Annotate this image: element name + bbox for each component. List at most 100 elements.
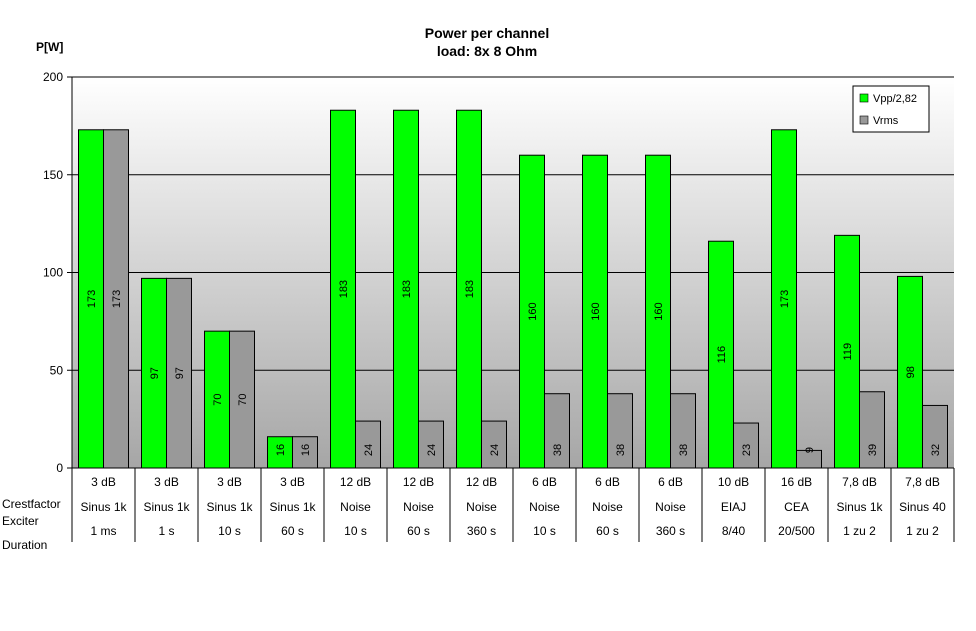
category-crestfactor: 7,8 dB	[905, 475, 940, 489]
category-crestfactor: 6 dB	[532, 475, 557, 489]
data-label-vpp: 70	[212, 393, 224, 405]
data-label-vrms: 9	[804, 447, 816, 453]
bar-vrms	[292, 436, 318, 469]
category-duration: 10 s	[533, 524, 556, 538]
data-label-vrms: 32	[930, 444, 942, 456]
category-duration: 1 s	[158, 524, 174, 538]
bar-vpp	[771, 129, 797, 469]
chart-title-line2: load: 8x 8 Ohm	[437, 43, 537, 59]
category-duration: 1 ms	[90, 524, 116, 538]
bar-vpp	[204, 330, 230, 469]
data-label-vrms: 24	[426, 444, 438, 456]
category-duration: 60 s	[596, 524, 619, 538]
data-label-vpp: 98	[905, 366, 917, 378]
legend-swatch-vrms	[859, 115, 869, 125]
category-exciter: CEA	[784, 500, 809, 514]
category-crestfactor: 7,8 dB	[842, 475, 877, 489]
category-crestfactor: 12 dB	[340, 475, 371, 489]
category-crestfactor: 16 dB	[781, 475, 812, 489]
category-crestfactor: 3 dB	[91, 475, 116, 489]
category-duration: 10 s	[218, 524, 241, 538]
category-table: 3 dB Sinus 1k 1 ms 3 dB Sinus 1k 1 s 3 dB Sinus…	[2, 467, 955, 552]
category-exciter: Sinus 1k	[143, 500, 190, 514]
category-exciter: EIAJ	[721, 500, 746, 514]
category-exciter: Noise	[466, 500, 497, 514]
category-exciter: Noise	[655, 500, 686, 514]
data-label-vpp: 97	[149, 367, 161, 379]
bar-vpp	[456, 109, 482, 469]
data-label-vrms: 173	[111, 290, 123, 308]
data-label-vrms: 97	[174, 367, 186, 379]
bar-vpp	[708, 240, 734, 469]
category-exciter: Noise	[529, 500, 560, 514]
data-label-vpp: 183	[401, 280, 413, 298]
bar-vpp	[834, 234, 860, 469]
category-duration: 360 s	[467, 524, 496, 538]
row-header: Crestfactor	[2, 497, 61, 511]
bar-vpp	[141, 277, 167, 469]
category-crestfactor: 6 dB	[595, 475, 620, 489]
bar-vrms	[922, 404, 948, 469]
bar-vrms	[859, 391, 885, 469]
bar-vrms	[481, 420, 507, 469]
data-label-vrms: 23	[741, 444, 753, 456]
data-label-vpp: 183	[338, 280, 350, 298]
bars	[78, 109, 948, 469]
category-crestfactor: 3 dB	[217, 475, 242, 489]
data-label-vrms: 38	[678, 444, 690, 456]
category-exciter: Noise	[403, 500, 434, 514]
category-duration: 10 s	[344, 524, 367, 538]
data-label-vrms: 24	[489, 444, 501, 456]
category-duration: 20/500	[778, 524, 815, 538]
category-duration: 8/40	[722, 524, 746, 538]
bar-vpp	[330, 109, 356, 469]
data-label-vrms: 38	[552, 444, 564, 456]
data-label-vpp: 160	[527, 302, 539, 320]
category-exciter: Sinus 40	[899, 500, 946, 514]
row-header: Exciter	[2, 514, 39, 528]
legend-label-vrms: Vrms	[873, 115, 899, 127]
category-exciter: Sinus 1k	[80, 500, 127, 514]
y-axis: 0 50 100 150 200	[43, 70, 73, 475]
data-label-vrms: 24	[363, 444, 375, 456]
category-exciter: Sinus 1k	[836, 500, 883, 514]
bar-vrms	[544, 393, 570, 469]
category-exciter: Noise	[340, 500, 371, 514]
bar-vpp	[267, 436, 293, 469]
bar-vpp	[897, 275, 923, 469]
category-crestfactor: 12 dB	[466, 475, 497, 489]
data-label-vpp: 183	[464, 280, 476, 298]
data-label-vrms: 70	[237, 393, 249, 405]
bar-vpp	[645, 154, 671, 469]
category-crestfactor: 12 dB	[403, 475, 434, 489]
category-exciter: Noise	[592, 500, 623, 514]
data-label-vpp: 119	[842, 343, 854, 361]
category-crestfactor: 6 dB	[658, 475, 683, 489]
bar-vrms	[607, 393, 633, 469]
bar-vpp	[393, 109, 419, 469]
category-crestfactor: 3 dB	[280, 475, 305, 489]
y-tick-label: 200	[43, 70, 63, 84]
y-tick-label: 150	[43, 168, 63, 182]
row-header: Duration	[2, 538, 47, 552]
category-exciter: Sinus 1k	[269, 500, 316, 514]
legend: Vpp/2,82 Vrms	[852, 85, 930, 133]
data-label-vrms: 38	[615, 444, 627, 456]
data-label-vpp: 160	[590, 302, 602, 320]
category-duration: 1 zu 2	[843, 524, 876, 538]
category-crestfactor: 10 dB	[718, 475, 749, 489]
y-axis-label: P[W]	[36, 40, 63, 54]
category-duration: 360 s	[656, 524, 685, 538]
bar-vpp	[519, 154, 545, 469]
category-exciter: Sinus 1k	[206, 500, 253, 514]
category-duration: 1 zu 2	[906, 524, 939, 538]
category-duration: 60 s	[281, 524, 304, 538]
data-label-vpp: 160	[653, 302, 665, 320]
bar-vrms	[670, 393, 696, 469]
y-tick-label: 100	[43, 266, 63, 280]
data-label-vpp: 173	[779, 290, 791, 308]
data-label-vpp: 116	[716, 346, 728, 364]
data-label-vpp: 16	[275, 444, 287, 456]
legend-swatch-vpp	[859, 93, 869, 103]
